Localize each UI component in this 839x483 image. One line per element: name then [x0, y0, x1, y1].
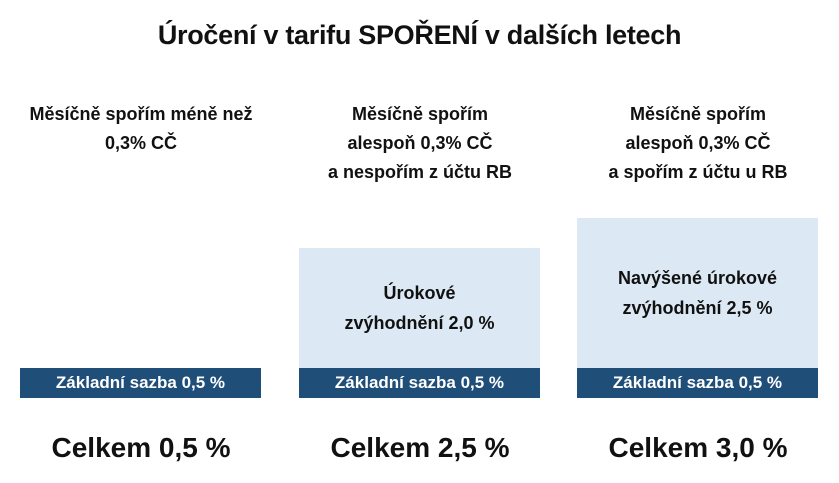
column-3: Měsíčně spořím alespoň 0,3% CČ a spořím … [567, 0, 829, 483]
chart-title: Úročení v tarifu SPOŘENÍ v dalších letec… [157, 20, 682, 50]
column-1-total: Celkem 0,5 % [51, 432, 231, 463]
column-3-bonus-bar: Navýšené úrokové zvýhodnění 2,5 % [577, 218, 818, 368]
column-2-bonus-bar: Úrokové zvýhodnění 2,0 % [299, 248, 540, 368]
column-2: Měsíčně spořím alespoň 0,3% CČ a nespoří… [289, 0, 551, 483]
column-2-total: Celkem 2,5 % [330, 432, 510, 463]
column-3-total: Celkem 3,0 % [608, 432, 788, 463]
column-1: Měsíčně spořím méně než 0,3% CČ Základní… [10, 0, 272, 483]
column-2-base-bar: Základní sazba 0,5 % [299, 368, 540, 398]
column-3-base-bar: Základní sazba 0,5 % [577, 368, 818, 398]
column-2-header: Měsíčně spořím alespoň 0,3% CČ a nespoří… [327, 104, 513, 182]
column-3-header: Měsíčně spořím alespoň 0,3% CČ a spořím … [608, 104, 788, 182]
column-1-base-bar: Základní sazba 0,5 % [20, 368, 261, 398]
column-1-header: Měsíčně spořím méně než 0,3% CČ [29, 104, 253, 153]
